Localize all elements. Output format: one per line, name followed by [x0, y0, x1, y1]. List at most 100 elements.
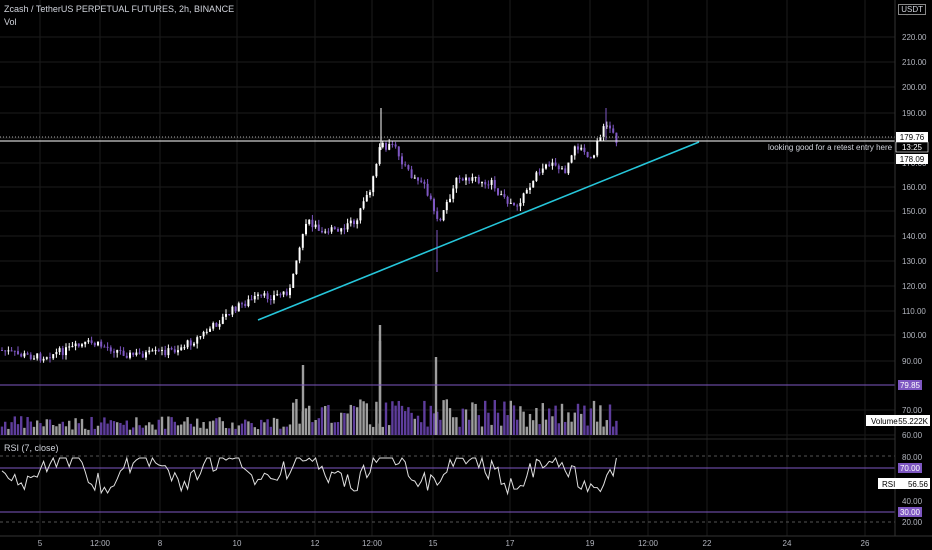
- candle-body: [519, 202, 522, 207]
- candle-body: [97, 341, 99, 346]
- volume-bar: [580, 413, 583, 435]
- candle-body: [231, 306, 234, 315]
- candle-body: [26, 353, 29, 355]
- volume-bar: [20, 416, 23, 435]
- candle-body: [596, 140, 599, 156]
- volume-bar: [183, 421, 186, 435]
- candle-body: [577, 146, 579, 150]
- volume-bar: [589, 408, 592, 435]
- time-label: 12:00: [90, 539, 111, 548]
- candle-body: [113, 351, 115, 353]
- candle-body: [468, 177, 471, 181]
- candle-body: [65, 347, 67, 356]
- candle-body: [36, 353, 39, 359]
- candle-body: [359, 208, 362, 221]
- candle-body: [132, 352, 135, 355]
- volume-bar: [420, 422, 423, 435]
- volume-bar: [186, 417, 189, 435]
- volume-bar: [292, 402, 295, 435]
- candle-body: [551, 162, 554, 166]
- price-tick-label: 150.00: [902, 207, 927, 216]
- volume-bar: [397, 400, 400, 435]
- candle-body: [52, 354, 55, 359]
- volume-bar: [336, 422, 340, 435]
- candle-body: [90, 340, 93, 344]
- candle-body: [161, 349, 163, 351]
- candle-body: [583, 147, 586, 153]
- volume-bar: [391, 401, 394, 435]
- volume-bar: [314, 420, 317, 435]
- volume-bar: [365, 403, 368, 435]
- price-tick-label: 200.00: [902, 83, 927, 92]
- candle-body: [103, 346, 106, 348]
- candle-body: [532, 180, 535, 188]
- rsi-70-badge: 70.00: [898, 463, 922, 473]
- candle-body: [311, 219, 314, 228]
- volume-bar: [554, 405, 557, 435]
- rsi-label[interactable]: RSI (7, close): [4, 443, 59, 453]
- volume-bar: [557, 423, 560, 435]
- volume-bar: [352, 405, 356, 435]
- volume-bar: [551, 416, 554, 435]
- annotation-text[interactable]: looking good for a retest entry here: [768, 143, 893, 152]
- candle-body: [337, 228, 339, 232]
- time-labels: 5 12:00 8 10 12 12:00 15 17 19 12:00 22 24 26: [38, 539, 870, 548]
- price-tick-label: 120.00: [902, 282, 927, 291]
- candle-body: [343, 228, 346, 230]
- volume-bar: [576, 403, 580, 435]
- candle-body: [135, 352, 138, 355]
- candle-body: [157, 350, 160, 352]
- candle-body: [538, 172, 541, 174]
- volume-bar: [157, 419, 160, 435]
- candle-body: [33, 358, 35, 360]
- currency-button[interactable]: USDT: [898, 4, 926, 15]
- volume-bar: [199, 427, 202, 435]
- volume-bar: [548, 408, 551, 435]
- candle-body: [237, 303, 240, 312]
- volume-bar: [128, 429, 132, 435]
- candle-body: [273, 295, 275, 301]
- candle-body: [170, 348, 173, 350]
- volume-bar: [567, 412, 570, 435]
- price-axis[interactable]: [894, 0, 932, 550]
- volume-bar: [500, 425, 503, 435]
- volume-bar: [503, 401, 506, 435]
- countdown-text: 13:25: [902, 143, 923, 152]
- volume-bar: [58, 423, 61, 435]
- volume-bar: [39, 423, 42, 435]
- candle-body: [244, 303, 247, 307]
- volume-bar: [29, 421, 32, 435]
- volume-spike: [434, 357, 438, 435]
- candle-body: [573, 146, 576, 156]
- candle-body: [602, 126, 605, 138]
- candle-body: [420, 180, 423, 182]
- volume-bar: [477, 415, 480, 435]
- candle-body: [429, 195, 432, 200]
- candle-body: [84, 341, 87, 345]
- time-label: 10: [233, 539, 242, 548]
- candle-body: [81, 344, 83, 347]
- symbol-title[interactable]: Zcash / TetherUS PERPETUAL FUTURES, 2h, …: [4, 4, 235, 14]
- vol-label[interactable]: Vol: [4, 17, 17, 27]
- candle-body: [7, 350, 10, 352]
- volume-bar: [410, 412, 413, 435]
- rsi-70-text: 70.00: [900, 464, 921, 473]
- volume-bar: [596, 421, 599, 435]
- time-label: 8: [158, 539, 163, 548]
- candle-body: [241, 303, 243, 305]
- volume-bar: [228, 428, 231, 435]
- volume-bar: [544, 419, 548, 435]
- volume-bar: [263, 422, 266, 435]
- price-tick-label: 70.00: [902, 406, 923, 415]
- price-tick-label: 210.00: [902, 58, 927, 67]
- candle-body: [529, 187, 531, 191]
- trendline[interactable]: [257, 141, 700, 321]
- volume-bar: [308, 405, 311, 435]
- candle-body: [465, 177, 467, 181]
- volume-bar: [480, 426, 484, 435]
- candle-body: [423, 181, 426, 184]
- volume-bar: [48, 419, 52, 435]
- volume-bar: [212, 420, 215, 435]
- price-tick-label: 110.00: [902, 307, 926, 316]
